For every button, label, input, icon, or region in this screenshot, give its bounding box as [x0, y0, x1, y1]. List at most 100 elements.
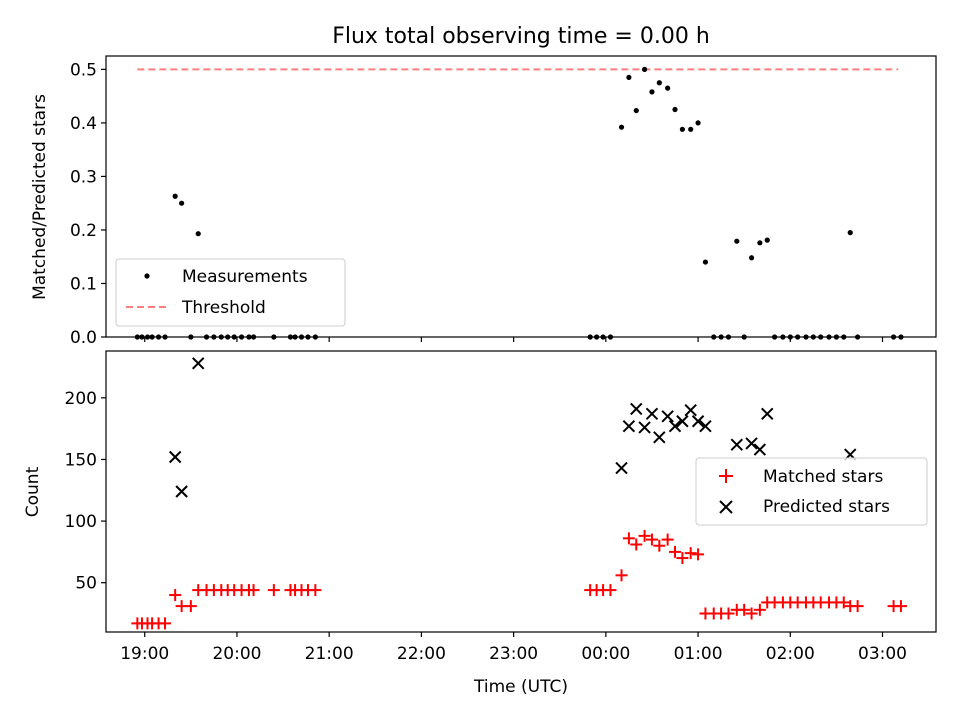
- bottom-x-axis-label: Time (UTC): [473, 677, 568, 697]
- matched-star-point: [247, 584, 260, 597]
- measurement-point: [847, 230, 853, 236]
- predicted-star-point: [653, 431, 666, 444]
- bottom-legend-box: [695, 457, 928, 526]
- predicted-star-point: [192, 357, 205, 370]
- measurement-point: [649, 89, 655, 95]
- predicted-star-point: [676, 415, 689, 428]
- x-tick-label: 03:00: [858, 644, 907, 664]
- matched-star-point: [661, 533, 674, 546]
- matched-star-point: [692, 548, 705, 561]
- predicted-star-point: [730, 438, 744, 451]
- y-tick-label: 200: [65, 389, 97, 409]
- matched-star-point: [676, 552, 689, 565]
- top-legend-box: [115, 258, 346, 327]
- bottom-plot-frame: [105, 350, 937, 633]
- y-tick-label: 0.3: [70, 167, 97, 187]
- measurement-point: [618, 124, 625, 130]
- bottom-y-axis-label: Count: [23, 466, 43, 517]
- predicted-star-point: [175, 485, 188, 498]
- y-tick-label: 0.1: [70, 274, 97, 294]
- measurement-point: [179, 200, 185, 206]
- predicted-star-point: [638, 421, 651, 434]
- x-tick-label: 20:00: [212, 644, 261, 664]
- y-tick-label: 0.4: [70, 114, 97, 134]
- predicted-star-point: [691, 415, 705, 428]
- top-x-tick-marks: [144, 337, 884, 342]
- predicted-star-point: [645, 407, 659, 421]
- legend-label-predicted: Predicted stars: [763, 497, 890, 517]
- measurement-point: [764, 237, 770, 243]
- x-tick-label: 21:00: [305, 644, 354, 664]
- matched-star-point: [669, 545, 682, 558]
- measurement-point: [665, 85, 671, 91]
- matched-star-point: [745, 607, 758, 620]
- measurement-point: [626, 74, 632, 81]
- matched-star-point: [653, 539, 666, 552]
- bottom-panel: 50 100 150 200 19:00 20:00 21:00 22:00 23:00 00:…: [23, 350, 937, 697]
- matched-star-point: [604, 584, 617, 597]
- legend-marker-matched: [719, 469, 733, 483]
- measurement-point: [734, 238, 740, 244]
- top-chart-title: Flux total observing time = 0.00 h: [332, 24, 710, 49]
- measurement-point: [757, 240, 763, 246]
- legend-label-matched: Matched stars: [763, 467, 883, 487]
- predicted-star-point: [684, 403, 697, 417]
- bottom-y-axis: 50 100 150 200: [65, 389, 106, 594]
- matched-star-point: [615, 569, 628, 582]
- y-tick-label: 100: [65, 512, 97, 532]
- predicted-star-point: [168, 450, 182, 464]
- x-tick-label: 01:00: [674, 644, 723, 664]
- predicted-star-point: [615, 461, 628, 475]
- measurement-point: [748, 255, 755, 261]
- matched-star-point: [837, 596, 850, 609]
- top-legend: Measurements Threshold: [115, 258, 346, 327]
- y-tick-label: 0.5: [70, 60, 97, 80]
- measurement-point: [688, 126, 694, 132]
- matched-star-point: [169, 589, 182, 602]
- x-tick-label: 02:00: [766, 644, 815, 664]
- matched-star-point: [753, 603, 766, 616]
- predicted-star-point: [630, 402, 643, 416]
- measurement-point: [702, 259, 709, 265]
- top-y-axis-label: Matched/Predicted stars: [30, 94, 50, 300]
- top-plot-frame: [105, 55, 937, 338]
- measurement-point: [195, 231, 201, 237]
- predicted-star-point: [699, 419, 712, 433]
- measurement-point: [172, 193, 178, 199]
- top-panel: Flux total observing time = 0.00 h 0.00.…: [30, 24, 937, 348]
- y-tick-label: 50: [75, 574, 97, 594]
- x-tick-label: 22:00: [397, 644, 446, 664]
- predicted-star-point: [622, 419, 636, 433]
- bottom-plot-marks: [131, 357, 907, 630]
- matched-star-point: [894, 600, 907, 613]
- measurement-point: [679, 126, 685, 132]
- predicted-star-point: [745, 437, 758, 450]
- matched-star-point: [184, 600, 197, 613]
- matched-star-point: [638, 529, 651, 542]
- x-tick-label: 00:00: [581, 644, 630, 664]
- matched-star-point: [622, 532, 635, 545]
- measurement-point: [633, 107, 639, 114]
- matched-star-point: [267, 584, 280, 597]
- predicted-star-point: [761, 407, 774, 421]
- bottom-x-axis: 19:00 20:00 21:00 22:00 23:00 00:00 01:00 02:00…: [120, 632, 907, 664]
- legend-marker-predicted: [719, 500, 733, 514]
- matched-star-point: [309, 584, 322, 597]
- legend-marker-measurements: [144, 273, 150, 279]
- predicted-star-point: [661, 410, 674, 423]
- matched-star-point: [645, 533, 658, 546]
- y-tick-label: 0.2: [70, 221, 97, 241]
- matched-star-point: [684, 547, 697, 560]
- measurement-point: [695, 120, 701, 126]
- measurement-point: [672, 106, 678, 113]
- y-tick-label: 150: [65, 450, 97, 470]
- matched-star-point: [630, 538, 643, 551]
- matched-star-point: [722, 607, 735, 620]
- x-tick-label: 19:00: [120, 644, 169, 664]
- measurement-point: [641, 66, 648, 72]
- predicted-star-point: [668, 419, 682, 433]
- legend-label-measurements: Measurements: [182, 267, 308, 287]
- matched-star-point: [738, 603, 751, 616]
